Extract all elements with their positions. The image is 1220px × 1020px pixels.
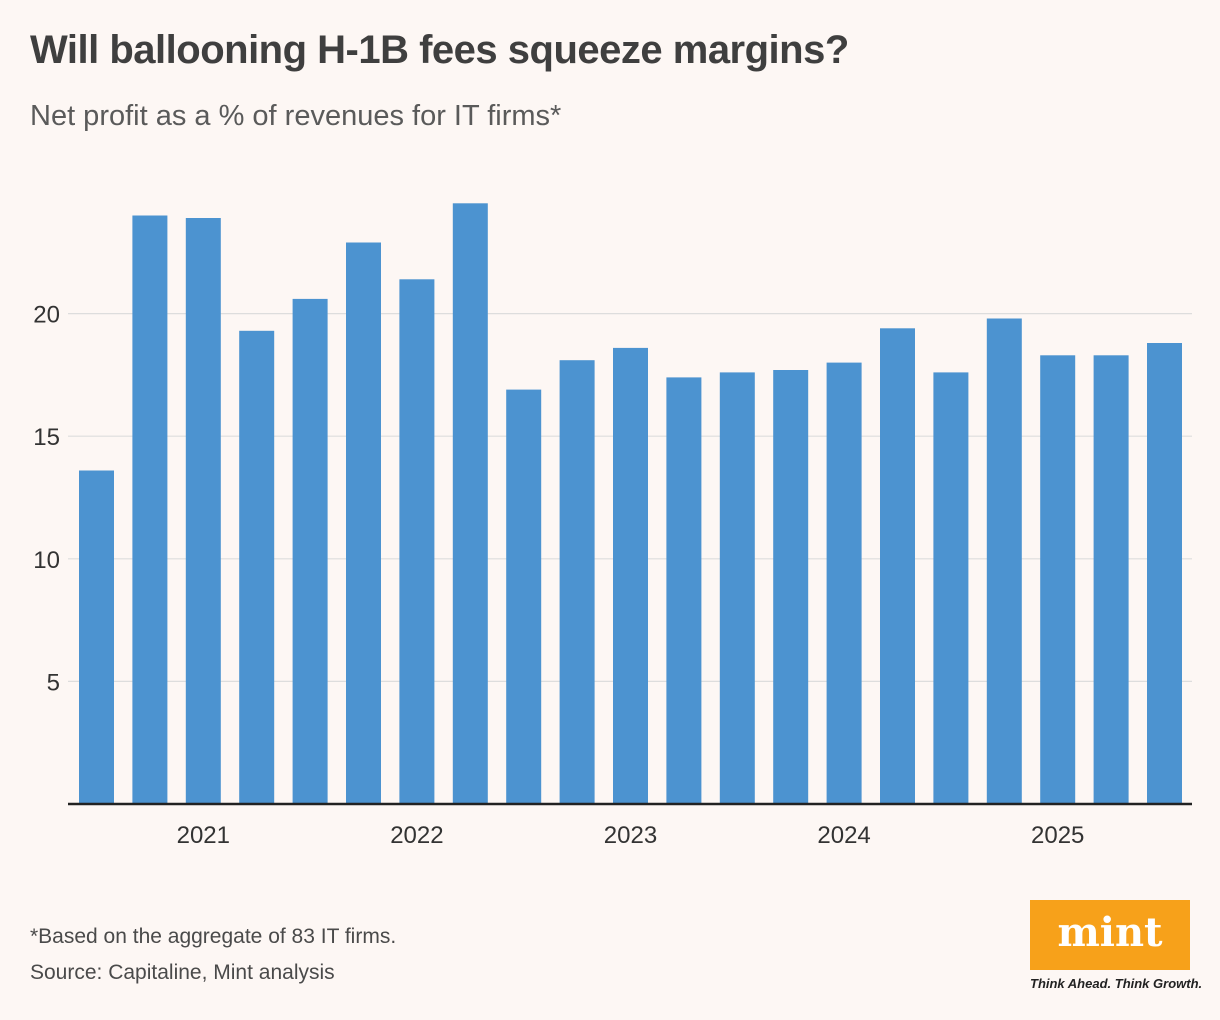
- bar: [719, 372, 755, 804]
- bar: [559, 360, 595, 804]
- bar: [399, 279, 435, 804]
- bar: [773, 370, 809, 804]
- bar: [1040, 355, 1076, 804]
- x-tick-label: 2021: [177, 822, 230, 849]
- x-axis-ticks: 2021 2022 2023 2024 2025: [177, 822, 1085, 849]
- y-axis-ticks: 5 10 15 20: [33, 302, 60, 697]
- bar: [666, 377, 702, 804]
- bar: [880, 328, 915, 804]
- x-tick-label: 2024: [817, 822, 870, 849]
- x-tick-label: 2023: [604, 822, 657, 849]
- bars: [79, 203, 1182, 805]
- bar: [1147, 343, 1182, 804]
- bar: [986, 318, 1022, 804]
- bar: [826, 362, 862, 804]
- y-tick-label: 10: [33, 547, 60, 574]
- bar: [239, 330, 275, 804]
- bar: [292, 298, 328, 804]
- mint-logo: mint: [1030, 900, 1190, 970]
- bar: [933, 372, 969, 804]
- bar: [613, 347, 648, 804]
- logo-wordmark: mint: [1057, 908, 1163, 956]
- footnote: *Based on the aggregate of 83 IT firms.: [30, 925, 397, 948]
- bar: [185, 218, 221, 804]
- bar: [79, 470, 114, 804]
- x-tick-label: 2022: [390, 822, 443, 849]
- y-tick-label: 15: [33, 424, 60, 451]
- chart-subtitle: Net profit as a % of revenues for IT fir…: [30, 100, 562, 132]
- bar: [346, 242, 381, 804]
- logo-tagline: Think Ahead. Think Growth.: [1030, 976, 1203, 991]
- bar-chart: 5 10 15 20 2021 2022 2023 2024 2025: [33, 203, 1192, 849]
- y-tick-label: 20: [33, 302, 60, 329]
- bar: [1093, 355, 1129, 804]
- source-note: Source: Capitaline, Mint analysis: [30, 961, 335, 984]
- x-tick-label: 2025: [1031, 822, 1084, 849]
- chart-title: Will ballooning H-1B fees squeeze margin…: [30, 28, 849, 72]
- bar: [132, 215, 168, 804]
- bar: [506, 389, 542, 804]
- y-tick-label: 5: [47, 669, 60, 696]
- bar: [452, 203, 488, 805]
